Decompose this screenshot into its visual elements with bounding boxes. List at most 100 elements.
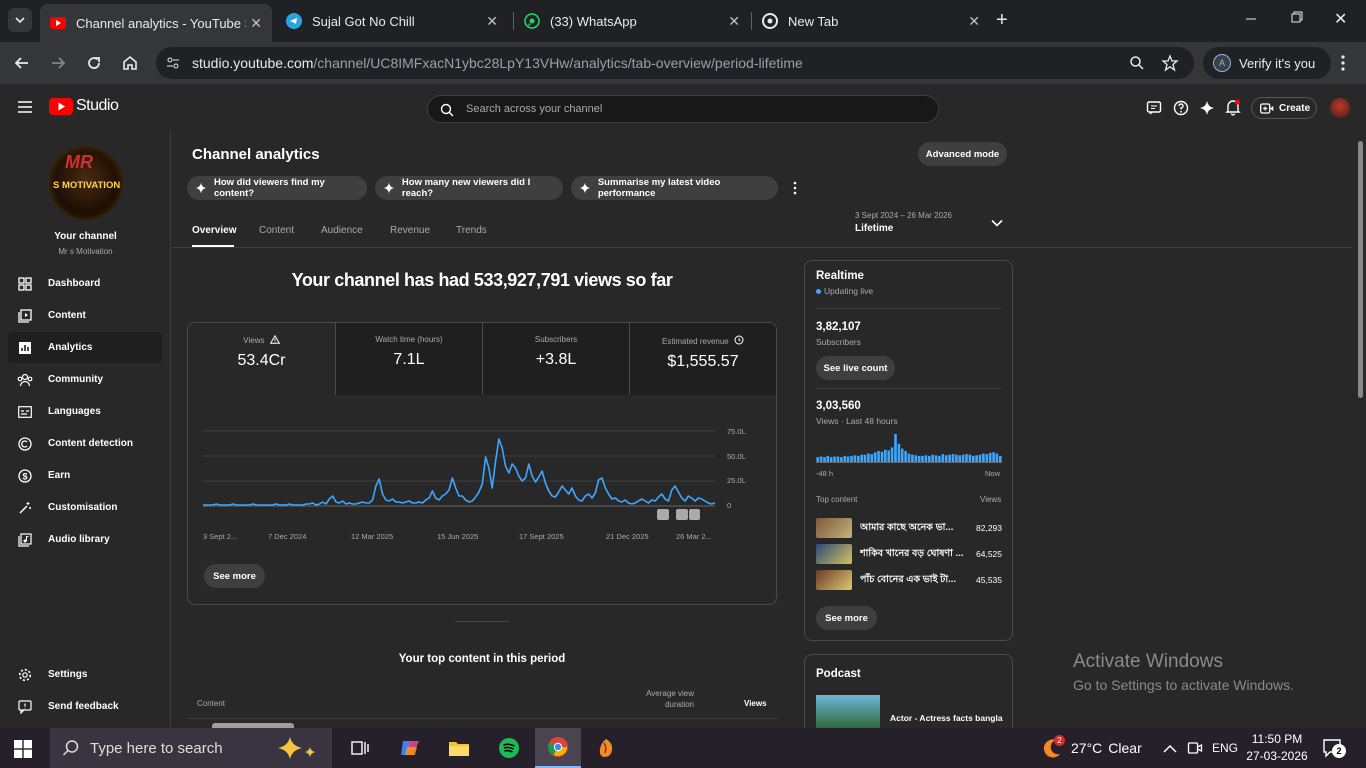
podcast-thumbnail[interactable] — [816, 695, 880, 728]
close-tab-icon[interactable]: ✕ — [728, 12, 740, 29]
tab-trends[interactable]: Trends — [456, 225, 487, 236]
home-button[interactable] — [120, 53, 140, 78]
taskbar-search-box[interactable]: Type here to search — [50, 728, 332, 768]
chart-marker-c[interactable] — [689, 509, 700, 520]
clock[interactable]: 11:50 PM 27-03-2026 — [1246, 732, 1308, 763]
notification-center-button[interactable]: 2 — [1322, 738, 1346, 763]
address-bar[interactable]: studio.youtube.com/channel/UC8IMFxacN1yb… — [156, 47, 1194, 79]
close-tab-icon[interactable]: ✕ — [486, 12, 498, 29]
chrome-taskbar-button[interactable] — [535, 728, 581, 768]
sidebar-item-analytics[interactable]: Analytics — [8, 332, 162, 363]
zoom-icon[interactable] — [1129, 55, 1145, 71]
realtime-views-bar-chart[interactable] — [816, 434, 1002, 464]
suggestion-chip-summarise[interactable]: Summarise my latest video performance — [571, 176, 778, 200]
advanced-mode-button[interactable]: Advanced mode — [918, 142, 1007, 166]
more-suggestions-button[interactable] — [792, 181, 798, 200]
realtime-bar — [880, 451, 884, 462]
spotify-button[interactable] — [497, 736, 521, 760]
sidebar-item-earn[interactable]: $ Earn — [8, 460, 162, 491]
tab-telegram[interactable]: Sujal Got No Chill ✕ — [276, 6, 508, 36]
copilot-button[interactable] — [398, 736, 422, 760]
period-selector[interactable]: 3 Sept 2024 – 26 Mar 2026 Lifetime — [850, 207, 1010, 241]
start-button[interactable] — [14, 740, 32, 763]
sidebar-item-dashboard[interactable]: Dashboard — [8, 268, 162, 299]
chart-marker-b[interactable] — [676, 509, 688, 520]
minimize-button[interactable] — [1244, 10, 1258, 24]
see-more-button[interactable]: See more — [204, 564, 265, 588]
weather-widget[interactable]: 2 27°C Clear — [1040, 728, 1150, 768]
table-row-thumbnail[interactable] — [212, 723, 294, 728]
file-explorer-button[interactable] — [447, 736, 471, 760]
metric-tab-views[interactable]: Views 53.4Cr — [188, 323, 335, 395]
meet-now-button[interactable] — [1187, 740, 1203, 761]
sidebar-item-content[interactable]: Content — [8, 300, 162, 331]
suggestion-chip-new-viewers[interactable]: How many new viewers did I reach? — [375, 176, 563, 200]
channel-avatar[interactable]: MR S MOTIVATION — [49, 146, 123, 220]
site-info-icon[interactable] — [166, 56, 180, 70]
metric-value: $1,555.57 — [667, 353, 739, 370]
top-content-item[interactable]: আমার কাছে অনেক ভা... 82,293 — [816, 517, 1002, 539]
verify-label: Verify it's you — [1239, 55, 1316, 71]
close-tab-icon[interactable]: ✕ — [968, 12, 980, 29]
sidebar-item-languages[interactable]: Languages — [8, 396, 162, 427]
notification-count: 2 — [1332, 744, 1346, 758]
tab-search-button[interactable] — [8, 8, 32, 32]
url-host: studio.youtube.com — [192, 55, 314, 71]
podcast-item-title[interactable]: Actor - Actress facts bangla — [890, 713, 1003, 723]
verify-profile-button[interactable]: A Verify it's you — [1203, 47, 1331, 79]
period-label: Lifetime — [855, 223, 894, 234]
sidebar-item-customisation[interactable]: Customisation — [8, 492, 162, 523]
forward-button[interactable] — [48, 53, 68, 78]
tab-youtube-studio[interactable]: Channel analytics - YouTube Stu ✕ — [40, 4, 272, 42]
realtime-see-more-button[interactable]: See more — [816, 606, 877, 630]
see-live-count-button[interactable]: See live count — [816, 356, 895, 380]
studio-header: Studio Search across your channel Create — [0, 84, 1366, 130]
top-content-item[interactable]: পাঁচ বোনের এক ভাই টা... 45,535 — [816, 569, 1002, 591]
input-language-indicator[interactable]: ENG — [1212, 741, 1239, 755]
channel-search-input[interactable]: Search across your channel — [427, 95, 939, 123]
help-button[interactable] — [1173, 100, 1189, 121]
tab-revenue[interactable]: Revenue — [390, 225, 431, 236]
metric-tab-watch-time[interactable]: Watch time (hours) 7.1L — [335, 323, 482, 395]
messages-button[interactable] — [1146, 100, 1162, 121]
sidebar-item-content-detection[interactable]: Content detection — [8, 428, 162, 459]
create-button[interactable]: Create — [1251, 97, 1317, 119]
top-content-item[interactable]: শাকিব খানের বড় ঘোষণা ... 64,525 — [816, 543, 1002, 565]
tab-whatsapp[interactable]: (33) WhatsApp ✕ — [514, 6, 750, 36]
tab-overview[interactable]: Overview — [192, 225, 237, 236]
sidebar-item-settings[interactable]: Settings — [8, 659, 162, 690]
x-tick-label: 21 Dec 2025 — [606, 532, 649, 541]
close-window-button[interactable]: ✕ — [1334, 11, 1348, 28]
metric-tab-revenue[interactable]: Estimated revenue $1,555.57 — [629, 323, 776, 395]
back-button[interactable] — [12, 53, 32, 78]
notifications-button[interactable] — [1225, 99, 1241, 121]
table-header-views[interactable]: Views — [744, 699, 767, 708]
sidebar-item-audio-library[interactable]: Audio library — [8, 524, 162, 555]
suggestion-chip-viewers-find[interactable]: How did viewers find my content? — [187, 176, 367, 200]
hamburger-menu-button[interactable] — [17, 100, 33, 119]
reload-button[interactable] — [84, 53, 104, 78]
task-view-button[interactable] — [348, 736, 372, 760]
show-hidden-icons-button[interactable] — [1163, 741, 1177, 759]
whatsapp-icon — [524, 13, 540, 29]
sidebar-item-send-feedback[interactable]: Send feedback — [8, 691, 162, 722]
fl-studio-button[interactable] — [594, 736, 618, 760]
browser-menu-button[interactable] — [1340, 53, 1346, 78]
chart-marker-a[interactable] — [657, 509, 669, 520]
tab-new-tab[interactable]: New Tab ✕ — [752, 6, 990, 36]
ai-sparkle-button[interactable] — [1199, 100, 1215, 121]
page-scrollbar-thumb[interactable] — [1358, 141, 1363, 398]
tab-content[interactable]: Content — [259, 225, 295, 236]
table-header-avg-duration[interactable]: Average view duration — [646, 689, 694, 709]
bookmark-star-icon[interactable] — [1161, 54, 1179, 72]
close-tab-icon[interactable]: ✕ — [250, 14, 262, 31]
restore-button[interactable] — [1290, 10, 1304, 24]
views-line-chart[interactable] — [200, 420, 770, 530]
sidebar-item-community[interactable]: Community — [8, 364, 162, 395]
tab-audience[interactable]: Audience — [321, 225, 363, 236]
studio-logo[interactable]: Studio — [49, 97, 119, 115]
views-column-label: Views — [980, 495, 1002, 504]
new-tab-button[interactable]: + — [996, 9, 1008, 31]
account-avatar[interactable] — [1330, 98, 1350, 118]
metric-tab-subscribers[interactable]: Subscribers +3.8L — [482, 323, 629, 395]
